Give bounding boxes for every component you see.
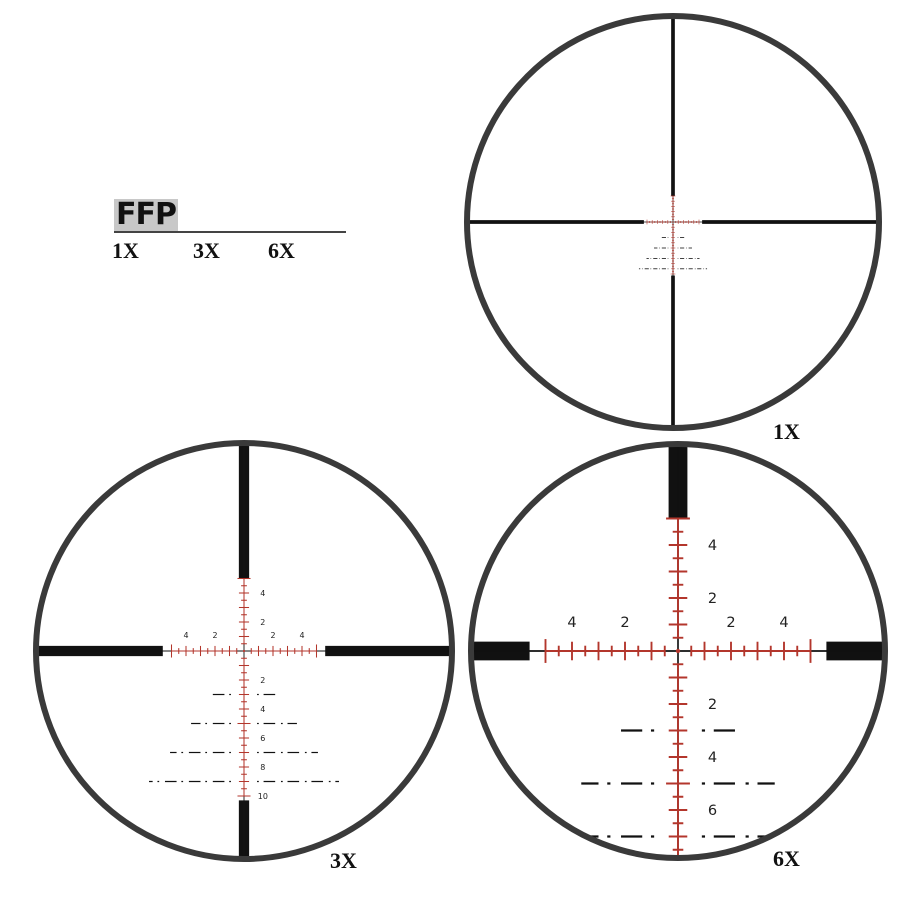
legend-magnification-3x: 3X: [193, 238, 220, 263]
legend-magnification-6x: 6X: [268, 238, 295, 263]
ladder-label-left: 2: [620, 614, 629, 631]
ladder-label-down: 10: [258, 792, 268, 801]
legend-divider: [114, 231, 346, 233]
scope-label-1x: 1X: [773, 419, 800, 444]
ladder-label-right: 4: [779, 614, 788, 631]
ladder-label-down: 6: [260, 734, 265, 743]
ladder-label-left: 4: [183, 631, 188, 640]
ladder-label-right: 2: [270, 631, 275, 640]
ladder-label-down: 6: [708, 802, 717, 819]
scope-label-3x: 3X: [330, 848, 357, 873]
ladder-label-up: 4: [708, 537, 717, 554]
ladder-label-down: 4: [260, 705, 265, 714]
ladder-label-down: 2: [708, 696, 717, 713]
ladder-label-left: 4: [567, 614, 576, 631]
ladder-label-up: 4: [260, 589, 265, 598]
scope-ring-6x: [468, 441, 888, 861]
center-dot: [672, 221, 674, 223]
scope-ring-1x: [464, 13, 882, 431]
scope-label-6x: 6X: [773, 846, 800, 871]
ladder-label-up: 2: [260, 618, 265, 627]
ladder-label-down: 4: [708, 749, 717, 766]
center-dot: [675, 648, 681, 654]
scope-ring-3x: [33, 440, 455, 862]
ffp-legend-title: FFP: [114, 197, 178, 232]
center-dot: [242, 649, 246, 653]
ladder-label-left: 2: [212, 631, 217, 640]
ladder-label-right: 2: [726, 614, 735, 631]
ladder-label-right: 4: [299, 631, 304, 640]
ladder-label-down: 8: [260, 763, 265, 772]
scope-view-1x: [467, 16, 879, 428]
ladder-label-up: 2: [708, 590, 717, 607]
ladder-label-down: 2: [260, 676, 265, 685]
legend-magnification-1x: 1X: [112, 238, 139, 263]
